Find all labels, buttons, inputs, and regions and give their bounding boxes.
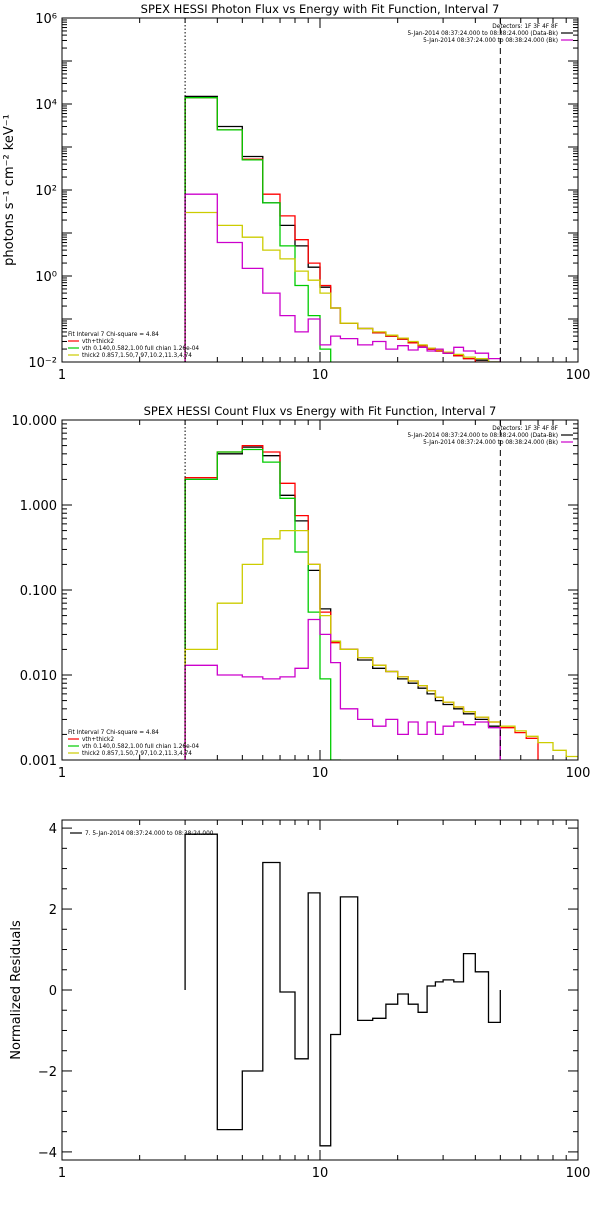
series-line-bk xyxy=(184,618,501,760)
plot-frame xyxy=(61,419,579,761)
y-axis-label: Normalized Residuals xyxy=(9,920,24,1060)
data-layer xyxy=(184,95,501,362)
y-tick-label: 10⁻² xyxy=(28,356,57,371)
x-tick-label: 1 xyxy=(58,1166,66,1181)
series-line-vth xyxy=(184,97,332,362)
legend-entry: Detectors: 1F 3F 4F 8F xyxy=(492,426,558,432)
legend-entry: vth+thick2 xyxy=(82,339,114,345)
legend-entry: 5-Jan-2014 08:37:24.000 to 08:38:24.000 … xyxy=(407,31,558,37)
data-layer xyxy=(184,444,578,760)
x-tick-label: 100 xyxy=(566,766,591,781)
y-tick-label: −2 xyxy=(38,1065,57,1080)
series-line-thick2 xyxy=(184,211,501,362)
legend-entry: vth 0.140,0.582,1.00 full chian 1.26e-04 xyxy=(82,744,199,750)
y-tick-label: 0 xyxy=(49,984,57,999)
series-line-thick2 xyxy=(184,529,578,760)
legend-entry: 7. 5-Jan-2014 08:37:24.000 to 08:38:24.0… xyxy=(85,831,214,837)
series-line-data-bk xyxy=(184,446,501,760)
plot-frame xyxy=(61,819,579,1161)
x-tick-label: 1 xyxy=(58,766,66,781)
y-tick-label: 10.000 xyxy=(12,414,58,429)
chart-title: SPEX HESSI Count Flux vs Energy with Fit… xyxy=(144,404,497,418)
series-line-vth xyxy=(184,448,342,760)
legend-entry: Detectors: 1F 3F 4F 8F xyxy=(492,24,558,30)
legend-entry: 5-Jan-2014 08:37:24.000 to 08:38:24.000 … xyxy=(423,38,558,44)
series-line-vth-thick2 xyxy=(184,97,490,362)
y-tick-label: 10⁶ xyxy=(35,12,57,27)
series-line-bk xyxy=(184,193,501,362)
legend-entry: Fit Interval 7 Chi-square = 4.84 xyxy=(68,730,159,736)
plot-frame xyxy=(61,17,579,363)
y-tick-label: 10⁴ xyxy=(35,98,57,113)
legend-entry: vth+thick2 xyxy=(82,737,114,743)
legend-entry: 5-Jan-2014 08:37:24.000 to 08:38:24.000 … xyxy=(423,440,558,446)
x-tick-label: 10 xyxy=(312,368,329,383)
y-tick-label: 1.000 xyxy=(20,499,57,514)
y-tick-label: 4 xyxy=(49,822,57,837)
legend-entry: thick2 0.857,1.50,7.97,10.2,11.3,4.74 xyxy=(82,353,192,359)
data-layer xyxy=(184,833,501,1147)
chart-panel-resid: Normalized Residuals 1 10 100 −4 −2 0 2 4 7. 5-Ja… xyxy=(9,819,591,1181)
x-tick-label: 100 xyxy=(566,368,591,383)
y-tick-label: 0.100 xyxy=(20,584,57,599)
series-line-data-bk xyxy=(184,95,501,362)
x-tick-label: 1 xyxy=(58,368,66,383)
series-line-residuals xyxy=(184,833,501,1147)
legend-entry: thick2 0.857,1.50,7.97,10.2,11.3,4.74 xyxy=(82,751,192,757)
y-tick-label: 2 xyxy=(49,903,57,918)
y-axis-label: photons s⁻¹ cm⁻² keV⁻¹ xyxy=(2,114,17,266)
y-tick-label: 0.001 xyxy=(20,754,57,769)
y-tick-label: 0.010 xyxy=(20,669,57,684)
legend-entry: vth 0.140,0.582,1.00 full chian 1.26e-04 xyxy=(82,346,199,352)
chart-panel-count: SPEX HESSI Count Flux vs Energy with Fit… xyxy=(12,404,591,781)
legend-entry: Fit Interval 7 Chi-square = 4.84 xyxy=(68,332,159,338)
y-tick-label: 10⁰ xyxy=(35,270,57,285)
x-tick-label: 100 xyxy=(566,1166,591,1181)
x-tick-label: 10 xyxy=(312,766,329,781)
chart-title: SPEX HESSI Photon Flux vs Energy with Fi… xyxy=(141,2,500,16)
y-tick-label: 10² xyxy=(35,184,57,199)
legend-entry: 5-Jan-2014 08:37:24.000 to 08:38:24.000 … xyxy=(407,433,558,439)
chart-panel-photon: SPEX HESSI Photon Flux vs Energy with Fi… xyxy=(2,2,590,383)
x-tick-label: 10 xyxy=(312,1166,329,1181)
y-tick-label: −4 xyxy=(38,1146,57,1161)
